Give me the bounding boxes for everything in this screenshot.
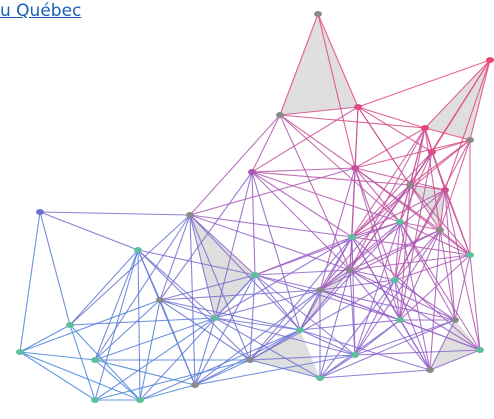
edge bbox=[190, 168, 355, 215]
node bbox=[436, 227, 444, 233]
edge bbox=[95, 360, 195, 385]
node bbox=[296, 327, 304, 333]
edge bbox=[20, 212, 40, 352]
node bbox=[348, 234, 356, 240]
node bbox=[186, 212, 194, 218]
node bbox=[354, 104, 362, 110]
network-graphic bbox=[0, 0, 494, 419]
edge bbox=[300, 237, 352, 330]
edge bbox=[70, 325, 95, 400]
edge bbox=[140, 385, 195, 400]
edge bbox=[40, 212, 190, 215]
edge bbox=[20, 325, 70, 352]
node bbox=[426, 367, 434, 373]
node bbox=[351, 165, 359, 171]
node bbox=[316, 375, 324, 381]
page: u Québec bbox=[0, 0, 494, 419]
node bbox=[466, 137, 474, 143]
node bbox=[91, 357, 99, 363]
node bbox=[248, 169, 256, 175]
edge bbox=[95, 250, 138, 400]
node bbox=[134, 247, 142, 253]
node bbox=[428, 149, 436, 155]
edges bbox=[20, 14, 490, 400]
edge bbox=[138, 250, 140, 400]
triangle bbox=[280, 14, 358, 115]
node bbox=[316, 287, 324, 293]
edge bbox=[190, 115, 280, 215]
edge bbox=[160, 300, 215, 318]
edge bbox=[445, 190, 480, 350]
edge bbox=[255, 270, 350, 275]
node bbox=[391, 277, 399, 283]
edge bbox=[95, 318, 215, 400]
node bbox=[211, 315, 219, 321]
node bbox=[136, 397, 144, 403]
edge bbox=[355, 320, 400, 355]
node bbox=[451, 317, 459, 323]
node bbox=[396, 219, 404, 225]
node bbox=[91, 397, 99, 403]
edge bbox=[252, 172, 352, 237]
node bbox=[396, 317, 404, 323]
node bbox=[36, 209, 44, 215]
node bbox=[246, 357, 254, 363]
edge bbox=[252, 172, 410, 185]
node bbox=[191, 382, 199, 388]
edge bbox=[252, 168, 355, 172]
node bbox=[486, 57, 494, 63]
node bbox=[314, 11, 322, 17]
node bbox=[276, 112, 284, 118]
node bbox=[16, 349, 24, 355]
edge bbox=[280, 115, 350, 270]
node bbox=[66, 322, 74, 328]
edge bbox=[430, 230, 440, 370]
node bbox=[441, 187, 449, 193]
node bbox=[406, 182, 414, 188]
edge bbox=[40, 212, 70, 325]
edge bbox=[300, 320, 400, 330]
node bbox=[421, 125, 429, 131]
node bbox=[156, 297, 164, 303]
node bbox=[476, 347, 484, 353]
edge bbox=[250, 275, 255, 360]
node bbox=[346, 267, 354, 273]
node bbox=[351, 352, 359, 358]
edge bbox=[455, 255, 470, 320]
edge bbox=[40, 212, 138, 250]
node bbox=[251, 272, 259, 278]
node bbox=[466, 252, 474, 258]
